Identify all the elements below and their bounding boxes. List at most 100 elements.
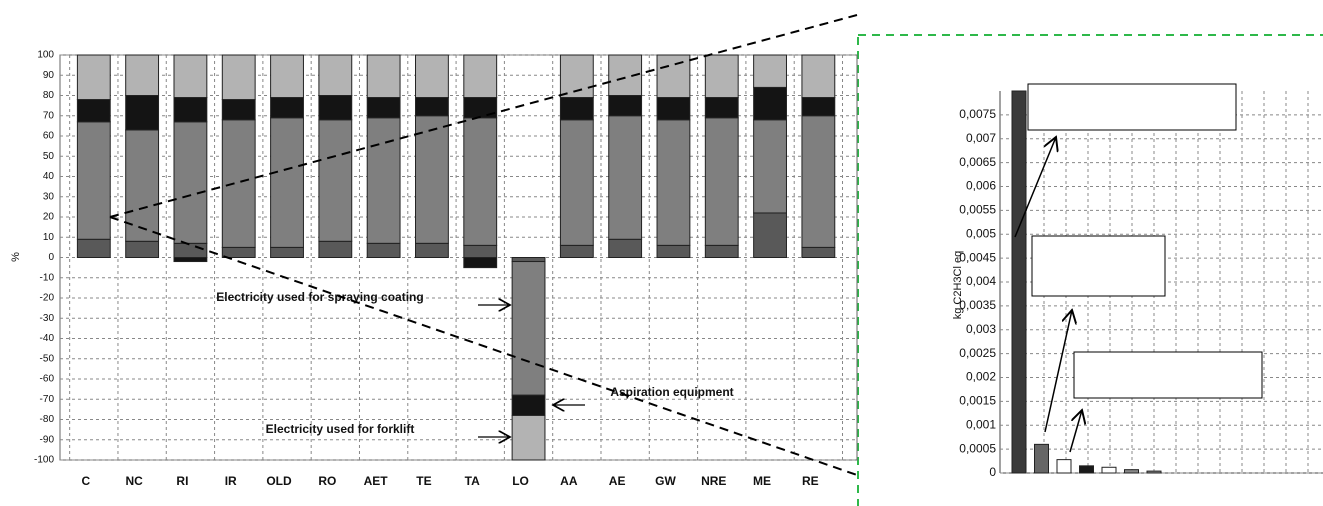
- x-tick-label: IR: [225, 474, 237, 488]
- bar-segment: [415, 54, 449, 99]
- x-tick-label: AA: [560, 474, 578, 488]
- y-tick-label: 0,006: [966, 179, 996, 193]
- y-tick-label: 0,0065: [959, 155, 996, 169]
- bar-segment: [415, 115, 449, 244]
- y-tick-label: 0,0005: [959, 441, 996, 455]
- bar-segment: [656, 97, 691, 121]
- y-tick-label: 0,0015: [959, 394, 996, 408]
- arrow: [1044, 310, 1072, 433]
- x-tick-label: AET: [364, 474, 389, 488]
- x-tick-label: C: [81, 474, 90, 488]
- y-tick-label: -10: [40, 272, 55, 283]
- bar: [1079, 465, 1094, 474]
- bar-segment: [704, 54, 739, 99]
- y-tick-label: 100: [37, 50, 54, 61]
- x-tick-label: NRE: [701, 474, 726, 488]
- bar-segment: [753, 86, 787, 121]
- y-tick-label: 0: [48, 252, 54, 263]
- y-tick-label: 0,004: [966, 274, 996, 288]
- arrow: [1014, 137, 1056, 238]
- bar-segment: [366, 54, 401, 99]
- y-tick-label: -40: [40, 333, 55, 344]
- x-tick-label: RO: [318, 474, 336, 488]
- zoom-line: [109, 14, 858, 218]
- x-tick-label: RI: [176, 474, 188, 488]
- annotation: Aspiration equipment: [610, 385, 733, 399]
- bar: [1011, 90, 1027, 474]
- bar-segment: [511, 261, 546, 396]
- bar-segment: [704, 97, 739, 119]
- bar-segment: [221, 99, 256, 121]
- x-tick-label: AE: [609, 474, 626, 488]
- y-tick-label: -90: [40, 434, 55, 445]
- x-tick-label: TE: [416, 474, 431, 488]
- bar-segment: [318, 95, 353, 121]
- bar-segment: [463, 257, 498, 269]
- x-tick-label: OLD: [266, 474, 292, 488]
- bar-segment: [270, 246, 304, 258]
- bar-segment: [511, 257, 546, 263]
- bar-segment: [76, 238, 111, 258]
- arrow: [1069, 410, 1082, 453]
- zoom-line: [109, 216, 858, 476]
- y-tick-label: -100: [34, 455, 54, 466]
- y-tick-label: -50: [40, 353, 55, 364]
- x-tick-label: GW: [655, 474, 676, 488]
- y-tick-label: 80: [43, 90, 55, 101]
- y-tick-label: 0,002: [966, 370, 996, 384]
- bar-segment: [415, 242, 449, 258]
- x-tick-label: TA: [465, 474, 480, 488]
- bar: [1034, 443, 1049, 474]
- x-tick-label: RE: [802, 474, 819, 488]
- y-tick-label: -80: [40, 414, 55, 425]
- bar-segment: [801, 115, 836, 248]
- bar-segment: [415, 97, 449, 117]
- annotation: Electricity used for forklift: [266, 422, 415, 436]
- bar-segment: [221, 246, 256, 258]
- bar-segment: [463, 54, 498, 99]
- bar-segment: [318, 240, 353, 259]
- y-tick-label: 0,0075: [959, 107, 996, 121]
- bar-segment: [704, 244, 739, 259]
- y-tick-label: 0,0035: [959, 298, 996, 312]
- bar-segment: [221, 54, 256, 101]
- bar-segment: [801, 246, 836, 258]
- y-tick-label: 40: [43, 171, 55, 182]
- annotation: Electricity used for spraying coating: [216, 290, 423, 304]
- bar-segment: [608, 54, 643, 96]
- bar-segment: [173, 242, 208, 258]
- bar-segment: [366, 117, 401, 244]
- x-tick-label: NC: [125, 474, 143, 488]
- y-axis-label: %: [10, 252, 22, 262]
- y-tick-label: -70: [40, 394, 55, 405]
- bar-segment: [704, 117, 739, 246]
- bar-segment: [801, 54, 836, 99]
- bar-segment: [76, 121, 111, 240]
- bar-segment: [318, 119, 353, 242]
- y-tick-label: 60: [43, 131, 55, 142]
- bar-segment: [559, 119, 594, 246]
- y-tick-label: 30: [43, 191, 55, 202]
- bar: [1124, 469, 1139, 474]
- annotation-box: [1027, 83, 1237, 131]
- x-tick-label: LO: [512, 474, 529, 488]
- bar-segment: [753, 119, 787, 214]
- annotation-box: [1031, 235, 1166, 297]
- zoom-frame: [857, 34, 1323, 506]
- y-tick-label: -20: [40, 293, 55, 304]
- bar-segment: [221, 119, 256, 248]
- y-tick-label: 0,001: [966, 417, 996, 431]
- bar-segment: [366, 242, 401, 258]
- bar-segment: [801, 97, 836, 117]
- y-tick-label: 0,0025: [959, 346, 996, 360]
- left-chart: -100-90-80-70-60-50-40-30-20-10010203040…: [10, 50, 858, 488]
- y-tick-label: 90: [43, 70, 55, 81]
- y-tick-label: 0,007: [966, 131, 996, 145]
- y-tick-label: -30: [40, 313, 55, 324]
- bar-segment: [76, 54, 111, 101]
- bar-segment: [608, 238, 643, 258]
- bar-segment: [125, 129, 160, 242]
- y-tick-label: 0,005: [966, 226, 996, 240]
- bar-segment: [656, 244, 691, 259]
- bar-segment: [463, 244, 498, 259]
